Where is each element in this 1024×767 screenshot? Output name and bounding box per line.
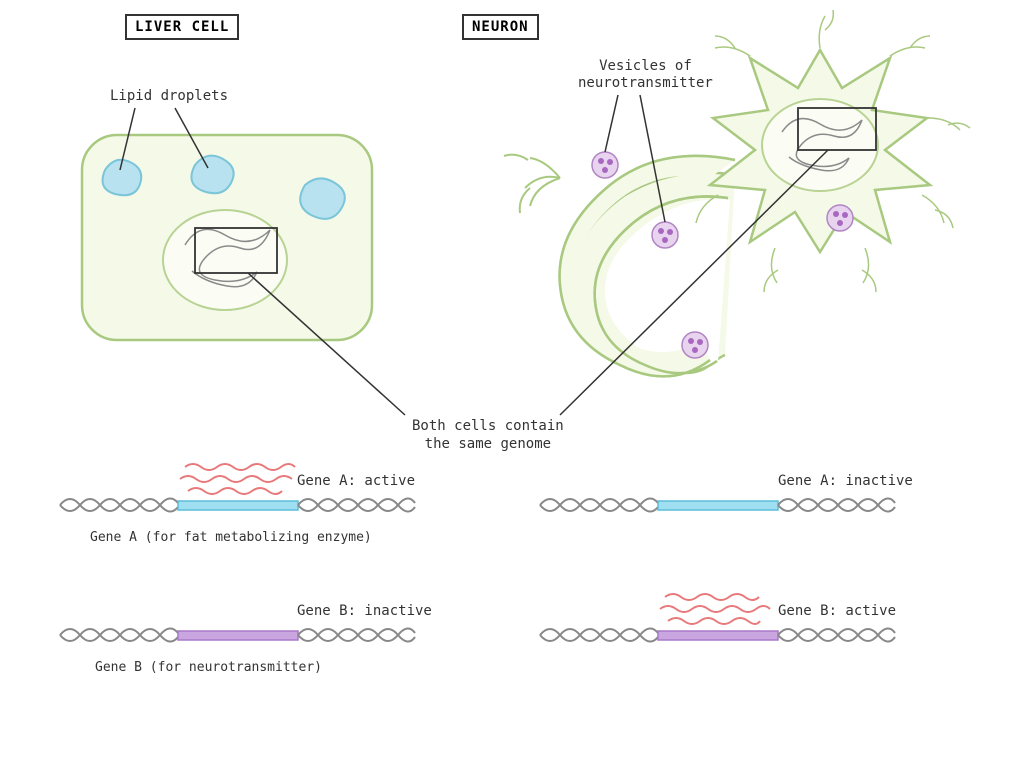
neurotrans-label: Gene B (for neurotransmitter): [95, 660, 322, 675]
axon-terminal: [504, 155, 560, 213]
vesicle-leader-1: [605, 95, 618, 152]
diagram-svg: [0, 0, 1024, 767]
vesicles-label: Vesicles of neurotransmitter: [578, 58, 713, 92]
geneB-neuron-label: Gene B: active: [778, 603, 896, 619]
geneB-liver-label: Gene B: inactive: [297, 603, 432, 619]
geneA-neuron-label: Gene A: inactive: [778, 473, 913, 489]
lipid-label: Lipid droplets: [110, 88, 228, 104]
lipid-droplet-2: [191, 156, 233, 194]
fat-metab-label: Gene A (for fat metabolizing enzyme): [90, 530, 372, 545]
same-genome-label: Both cells contain the same genome: [412, 418, 564, 453]
lipid-droplet-3: [300, 178, 345, 218]
geneB-liver: [60, 628, 415, 641]
geneA-liver-label: Gene A: active: [297, 473, 415, 489]
neuron-nucleus: [762, 99, 878, 191]
geneA-neuron: [540, 498, 895, 511]
liver-nucleus: [163, 210, 287, 310]
